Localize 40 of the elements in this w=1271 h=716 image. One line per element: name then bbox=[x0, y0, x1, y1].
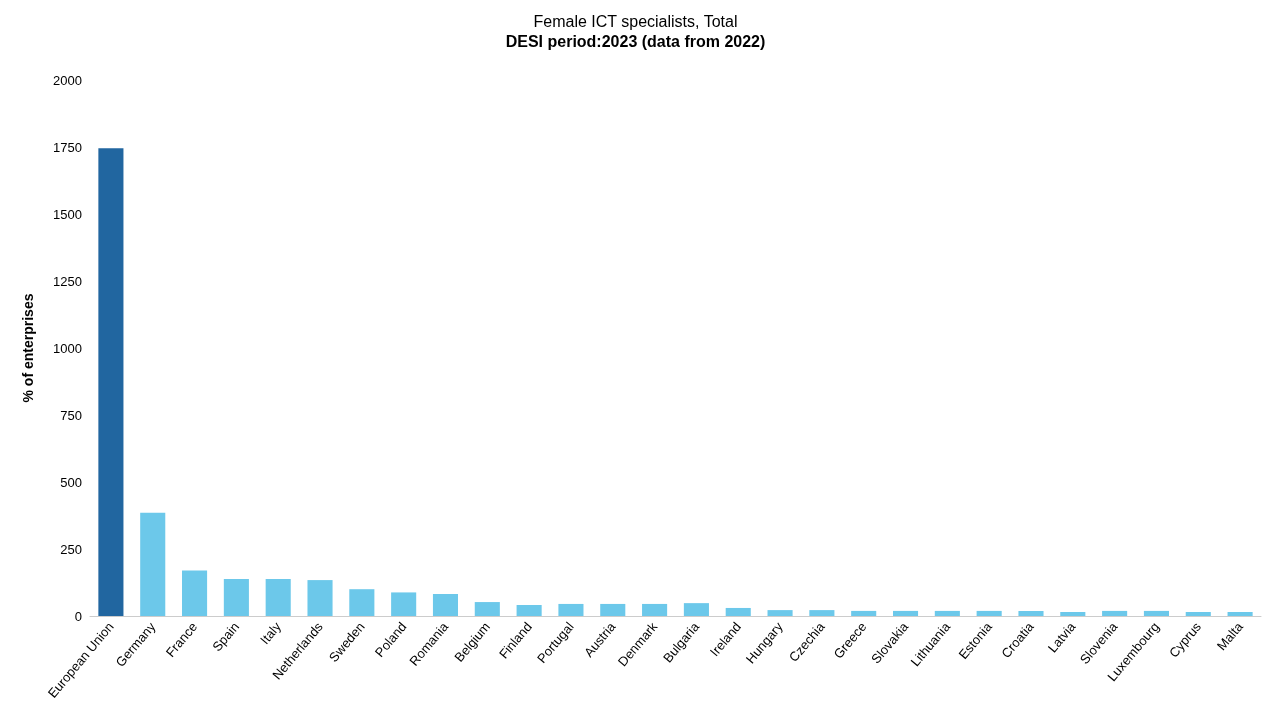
bar bbox=[307, 580, 333, 616]
y-tick-label: 0 bbox=[74, 608, 82, 624]
y-tick-label: 1500 bbox=[53, 206, 82, 222]
bar bbox=[892, 610, 919, 616]
bar bbox=[223, 579, 249, 616]
bar bbox=[349, 589, 375, 616]
bar bbox=[391, 592, 417, 616]
bar bbox=[140, 512, 166, 616]
bar bbox=[474, 602, 500, 616]
bar bbox=[432, 594, 459, 616]
bar bbox=[934, 610, 960, 616]
bar bbox=[600, 603, 626, 616]
bar bbox=[1018, 610, 1044, 616]
y-tick-label: 750 bbox=[60, 407, 82, 423]
chart-title: Female ICT specialists, Total bbox=[533, 12, 738, 30]
bar bbox=[767, 610, 793, 616]
bar bbox=[98, 148, 124, 616]
y-tick-label: 1250 bbox=[53, 273, 82, 289]
y-tick-label: 1000 bbox=[53, 340, 82, 356]
bar bbox=[851, 610, 877, 616]
bar bbox=[265, 579, 291, 616]
y-tick-label: 2000 bbox=[53, 72, 82, 88]
y-tick-label: 500 bbox=[60, 474, 82, 490]
bar bbox=[1143, 610, 1169, 616]
bar bbox=[182, 570, 208, 616]
bar bbox=[809, 610, 835, 616]
bar bbox=[683, 603, 709, 616]
bar bbox=[1185, 611, 1211, 616]
chart-subtitle: DESI period:2023 (data from 2022) bbox=[505, 32, 766, 50]
bar bbox=[725, 607, 751, 616]
bar bbox=[1227, 611, 1253, 616]
bar bbox=[976, 610, 1002, 616]
y-tick-label: 250 bbox=[60, 541, 82, 557]
bar bbox=[1102, 610, 1128, 616]
y-axis-title: % of enterprises bbox=[20, 293, 36, 403]
bar bbox=[516, 605, 542, 616]
bar bbox=[642, 603, 668, 616]
y-tick-label: 1750 bbox=[53, 139, 82, 155]
bar bbox=[1060, 611, 1086, 616]
bar bbox=[558, 603, 584, 616]
